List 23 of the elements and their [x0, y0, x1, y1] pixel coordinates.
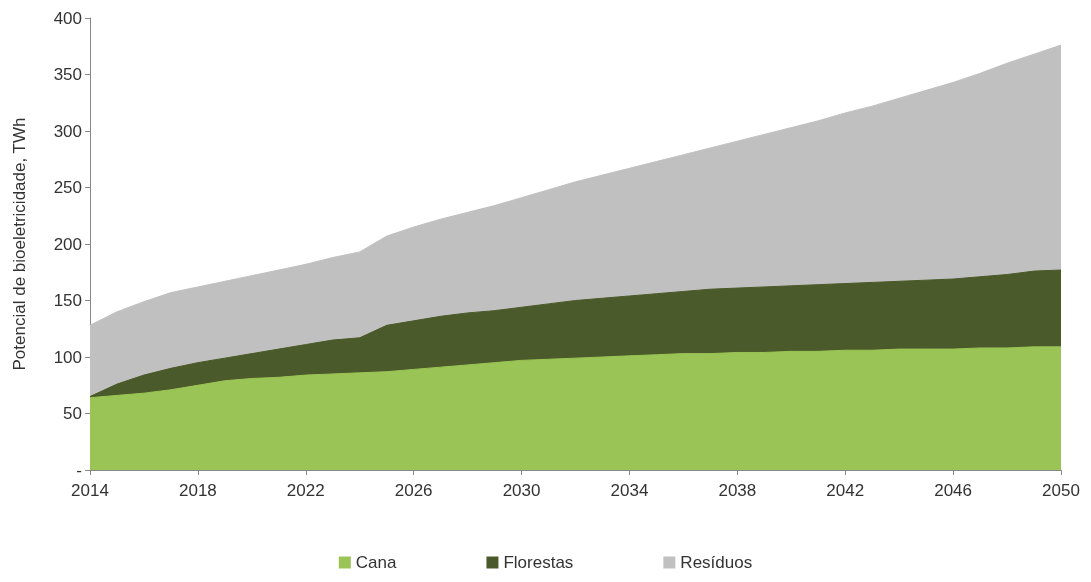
y-tick-label: 250	[53, 178, 82, 197]
legend-label: Florestas	[503, 553, 574, 572]
x-tick-label: 2042	[826, 481, 865, 500]
x-tick-label: 2014	[71, 481, 109, 500]
y-tick-label: 150	[53, 291, 82, 310]
y-tick-label: 100	[53, 347, 82, 367]
y-tick-label: 200	[53, 234, 82, 254]
x-tick-label: 2022	[286, 481, 325, 500]
y-tick-label: 400	[53, 8, 82, 28]
y-tick-label: 300	[53, 121, 82, 141]
x-tick-label: 2030	[502, 481, 541, 500]
y-tick-label: 50	[63, 404, 82, 423]
y-axis-title: Potencial de bioeletricidade, TWh	[10, 117, 29, 371]
y-tick-label: 350	[53, 65, 82, 84]
y-tick-label: -	[76, 460, 82, 480]
legend-label: Cana	[355, 553, 397, 572]
x-tick-label: 2050	[1042, 481, 1080, 500]
x-tick-label: 2026	[394, 481, 433, 500]
x-tick-label: 2046	[934, 481, 973, 500]
x-tick-label: 2034	[610, 481, 649, 500]
x-tick-label: 2018	[178, 481, 217, 500]
legend-label: Resíduos	[680, 553, 753, 572]
x-tick-label: 2038	[718, 481, 757, 500]
